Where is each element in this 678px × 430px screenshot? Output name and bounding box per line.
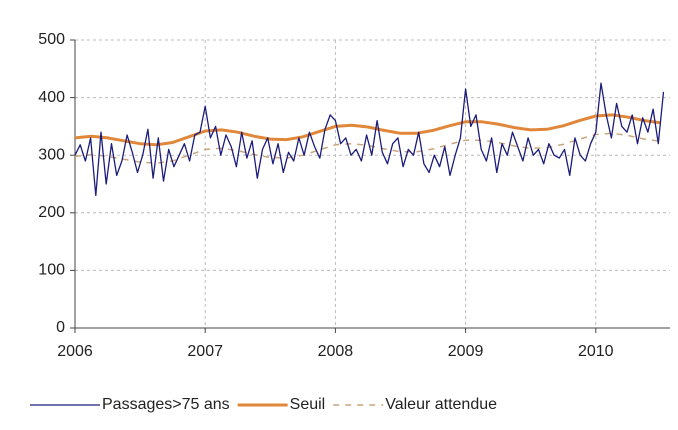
x-tick-label: 2008: [318, 343, 354, 360]
series-line: [74, 82, 665, 197]
y-tick-label: 300: [38, 146, 65, 163]
legend-label: Valeur attendue: [385, 396, 497, 413]
y-tick-label: 500: [38, 31, 65, 48]
legend-label: Seuil: [290, 396, 326, 413]
legend-label: Passages>75 ans: [102, 396, 230, 413]
x-tick-label: 2006: [57, 343, 93, 360]
y-tick-label: 100: [38, 262, 65, 279]
series-line: [74, 113, 662, 147]
y-tick-label: 0: [56, 319, 65, 336]
x-tick-label: 2010: [578, 343, 614, 360]
y-tick-label: 200: [38, 204, 65, 221]
x-tick-label: 2009: [448, 343, 484, 360]
y-tick-label: 400: [38, 89, 65, 106]
x-tick-label: 2007: [187, 343, 223, 360]
